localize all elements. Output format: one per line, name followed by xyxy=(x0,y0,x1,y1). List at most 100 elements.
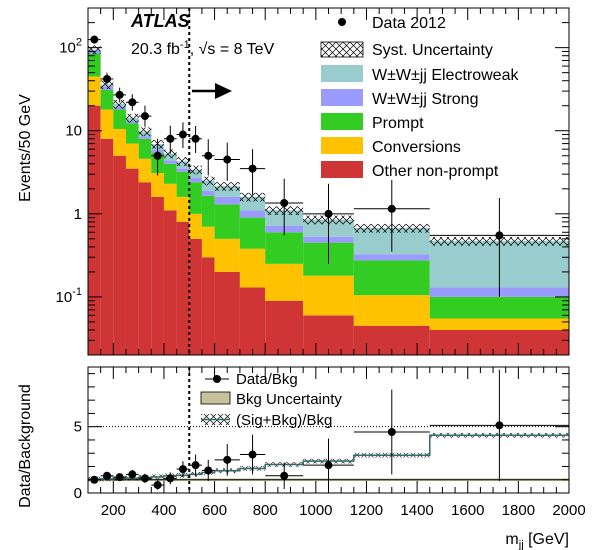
bar-other-non-prompt-8 xyxy=(189,238,202,355)
legend-data-marker-icon xyxy=(338,18,346,26)
bar-conversions-13 xyxy=(303,275,354,316)
ratio-point-14 xyxy=(387,427,396,436)
legend-nonprompt-label: Other non-prompt xyxy=(372,163,499,180)
main-legend: Data 2012 Syst. Uncertainty W±W±jj Elect… xyxy=(320,15,519,180)
bar-other-non-prompt-10 xyxy=(214,271,240,355)
data-point-3 xyxy=(128,98,137,107)
x-tick-label-8: 1800 xyxy=(502,502,535,519)
bar-other-non-prompt-9 xyxy=(201,257,215,355)
syst-band-bin-4 xyxy=(138,127,152,137)
ratio-point-13 xyxy=(324,461,333,470)
legend-prompt-swatch xyxy=(321,113,363,130)
legend-entry-data: Data 2012 xyxy=(338,15,446,32)
syst-band-bin-8 xyxy=(189,165,202,175)
bar-w-w-jj-strong-10 xyxy=(214,196,240,205)
bar-conversions-3 xyxy=(125,143,139,169)
legend-ratio-data-label: Data/Bkg xyxy=(236,371,298,388)
ratio-point-8 xyxy=(191,461,200,470)
luminosity-label: 20.3 fb-1, √s = 8 TeV xyxy=(131,39,275,58)
legend-strong-swatch xyxy=(321,89,363,106)
main-y-tick-label-3: 102 xyxy=(59,37,82,57)
bar-other-non-prompt-0 xyxy=(88,105,101,355)
legend-conversions-label: Conversions xyxy=(372,139,461,156)
bar-other-non-prompt-5 xyxy=(151,196,164,355)
ratio-point-12 xyxy=(280,471,289,480)
bar-conversions-2 xyxy=(113,128,126,156)
ratio-point-7 xyxy=(178,465,187,474)
ratio-plot-frame xyxy=(87,366,570,494)
bar-prompt-15 xyxy=(429,296,569,319)
bar-prompt-6 xyxy=(163,163,177,184)
bar-conversions-4 xyxy=(138,158,152,183)
data-point-12 xyxy=(280,198,289,207)
x-tick-label-6: 1400 xyxy=(400,502,433,519)
data-point-6 xyxy=(166,134,175,143)
legend-data-label: Data 2012 xyxy=(372,15,446,32)
bar-w-w-jj-strong-4 xyxy=(138,136,152,139)
bar-prompt-1 xyxy=(100,89,114,110)
legend-entry-ratio-data: Data/Bkg xyxy=(205,371,298,388)
bar-other-non-prompt-15 xyxy=(429,329,569,355)
ratio-point-2 xyxy=(115,473,124,482)
x-axis-title-sub: jj xyxy=(518,539,524,550)
data-point-9 xyxy=(204,151,213,160)
syst-band-bin-10 xyxy=(214,182,240,191)
bar-conversions-7 xyxy=(176,196,190,222)
bar-conversions-5 xyxy=(151,173,164,197)
bar-w-w-jj-strong-9 xyxy=(201,190,215,196)
legend-nonprompt-swatch xyxy=(321,161,363,178)
data-point-15 xyxy=(495,231,504,240)
x-tick-label-2: 600 xyxy=(202,502,227,519)
legend-conversions-swatch xyxy=(321,137,363,154)
legend-entry-ewk: W±W±jj Electroweak xyxy=(321,65,519,84)
legend-entry-bkg-unc: Bkg Uncertainty xyxy=(200,391,342,408)
legend-strong-label: W±W±jj Strong xyxy=(372,91,478,108)
main-y-tick-label-0: 10-1 xyxy=(56,286,82,306)
data-point-11 xyxy=(248,164,257,173)
bar-prompt-0 xyxy=(88,53,101,77)
bar-conversions-11 xyxy=(239,248,266,288)
syst-band-bin-3 xyxy=(125,113,139,123)
ratio-point-15 xyxy=(495,421,504,430)
luminosity-unit-exponent: -1 xyxy=(180,39,190,51)
bar-conversions-10 xyxy=(214,238,240,272)
bar-w-w-jj-strong-14 xyxy=(353,254,430,261)
data-point-14 xyxy=(387,204,396,213)
energy-label: , √s = 8 TeV xyxy=(190,41,275,58)
bar-conversions-9 xyxy=(201,226,215,258)
legend-syst-swatch xyxy=(320,41,364,58)
bar-other-non-prompt-12 xyxy=(265,300,304,355)
data-point-2 xyxy=(115,90,124,99)
bar-prompt-10 xyxy=(214,204,240,239)
x-tick-label-0: 200 xyxy=(101,502,126,519)
data-point-7 xyxy=(178,130,187,139)
bar-w-w-jj-electroweak-9 xyxy=(201,180,215,191)
bar-prompt-3 xyxy=(125,123,139,144)
x-axis-title-base: m xyxy=(505,531,518,548)
ratio-y-tick-label-1: 5 xyxy=(74,419,82,436)
x-axis-title-unit: [GeV] xyxy=(524,531,569,548)
main-plot-frame xyxy=(87,7,570,356)
bar-prompt-12 xyxy=(265,232,304,264)
bar-conversions-1 xyxy=(100,109,114,139)
main-y-tick-label-1: 1 xyxy=(74,206,82,223)
bar-w-w-jj-strong-6 xyxy=(163,160,177,164)
bar-conversions-14 xyxy=(353,295,430,326)
sig-bkg-line xyxy=(88,434,569,480)
bar-other-non-prompt-13 xyxy=(303,315,354,355)
ratio-point-3 xyxy=(128,470,137,479)
legend-prompt-label: Prompt xyxy=(372,115,424,132)
bar-other-non-prompt-1 xyxy=(100,138,114,355)
legend-syst-label: Syst. Uncertainty xyxy=(372,42,493,59)
syst-band-bin-9 xyxy=(201,176,215,186)
experiment-label: ATLAS xyxy=(130,11,190,31)
syst-band-bin-0 xyxy=(88,45,101,55)
data-point-1 xyxy=(102,74,111,83)
luminosity-value: 20.3 fb xyxy=(131,41,180,58)
main-y-axis-title: Events/50 GeV xyxy=(17,94,34,202)
bar-other-non-prompt-11 xyxy=(239,287,266,355)
legend-entry-syst: Syst. Uncertainty xyxy=(320,41,493,59)
bar-w-w-jj-strong-11 xyxy=(239,210,266,218)
main-stack-histogram xyxy=(88,49,569,355)
